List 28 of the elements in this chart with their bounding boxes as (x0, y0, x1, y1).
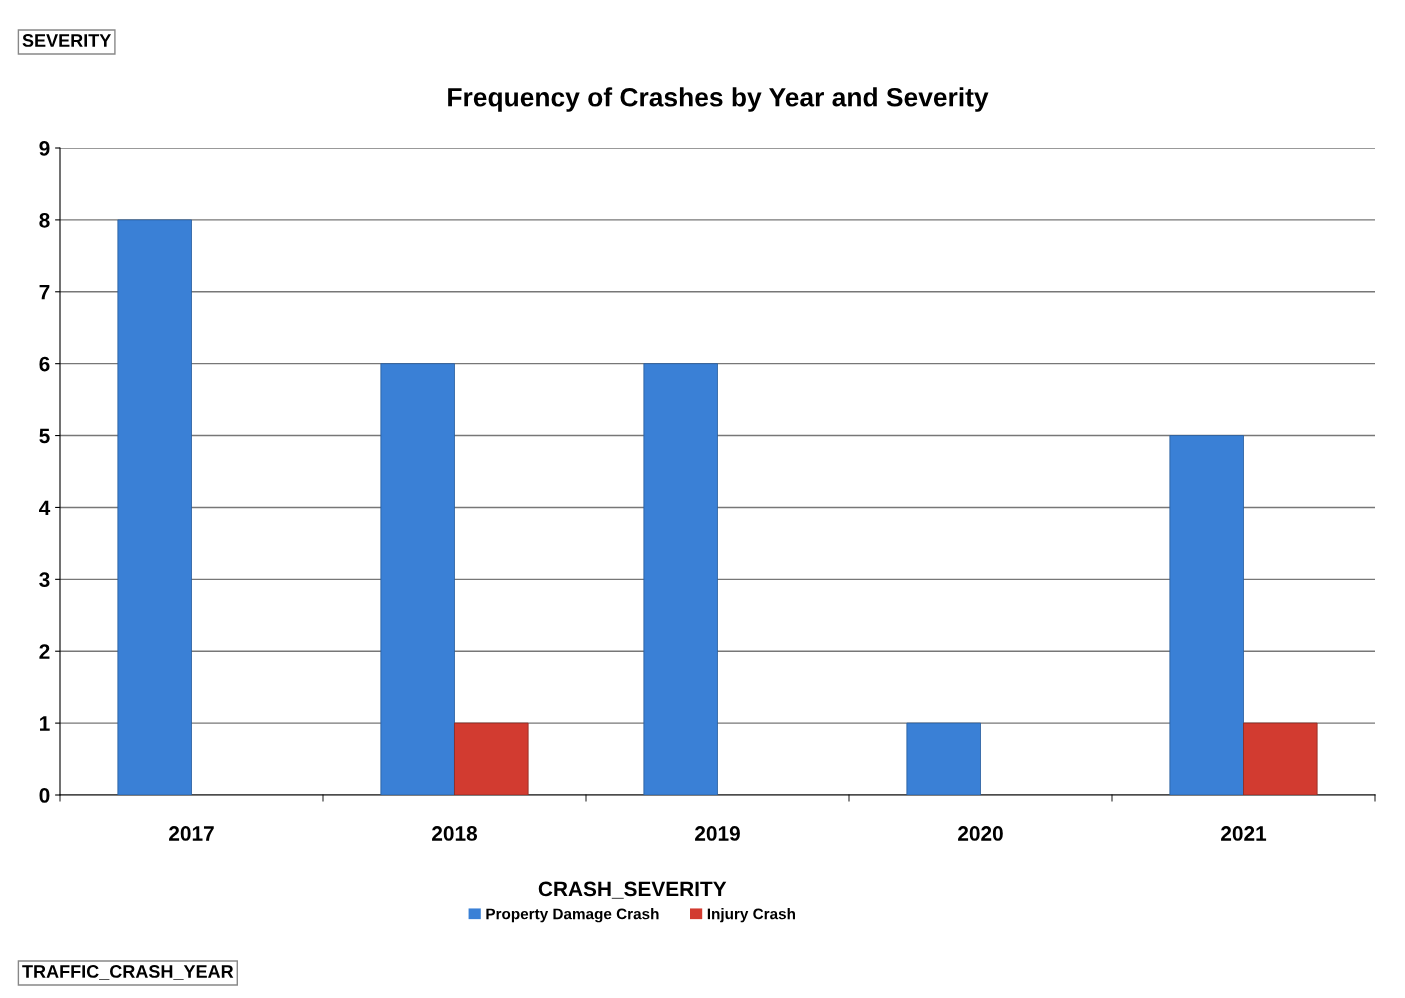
bar (117, 219, 192, 795)
bar (454, 722, 529, 795)
y-tick-label: 3 (39, 572, 50, 588)
y-tick-label: 0 (39, 788, 50, 803)
bar (1243, 722, 1318, 795)
x-tick-label: 2018 (432, 826, 478, 841)
y-tick-label: 5 (39, 428, 50, 444)
y-tick-label: 6 (39, 356, 50, 372)
x-tick-label: 2017 (169, 826, 214, 841)
y-tick-label: 1 (40, 716, 50, 731)
legend-label: Injury Crash (707, 908, 795, 923)
y-tick-label: 9 (39, 141, 50, 156)
text: TRAFFIC_CRASH_YEAR (22, 965, 234, 980)
x-tick-label: 2021 (1221, 826, 1267, 841)
legend-title: CRASH_SEVERITY (538, 881, 727, 899)
chart-title: Frequency of Crashes by Year and Severity (448, 87, 989, 112)
x-tick-label: 2019 (695, 826, 740, 841)
legend-label: Property Damage Crash (486, 908, 659, 923)
y-tick-label: 2 (39, 644, 50, 659)
bar (643, 363, 718, 795)
y-tick-label: 7 (39, 284, 50, 300)
bar (1169, 435, 1244, 795)
x-tick-label: 2020 (958, 826, 1003, 841)
text: SEVERITY (22, 34, 112, 47)
y-tick-label: 4 (39, 500, 51, 515)
bar (380, 363, 455, 795)
bar (906, 722, 981, 795)
y-tick-label: 8 (39, 212, 50, 228)
